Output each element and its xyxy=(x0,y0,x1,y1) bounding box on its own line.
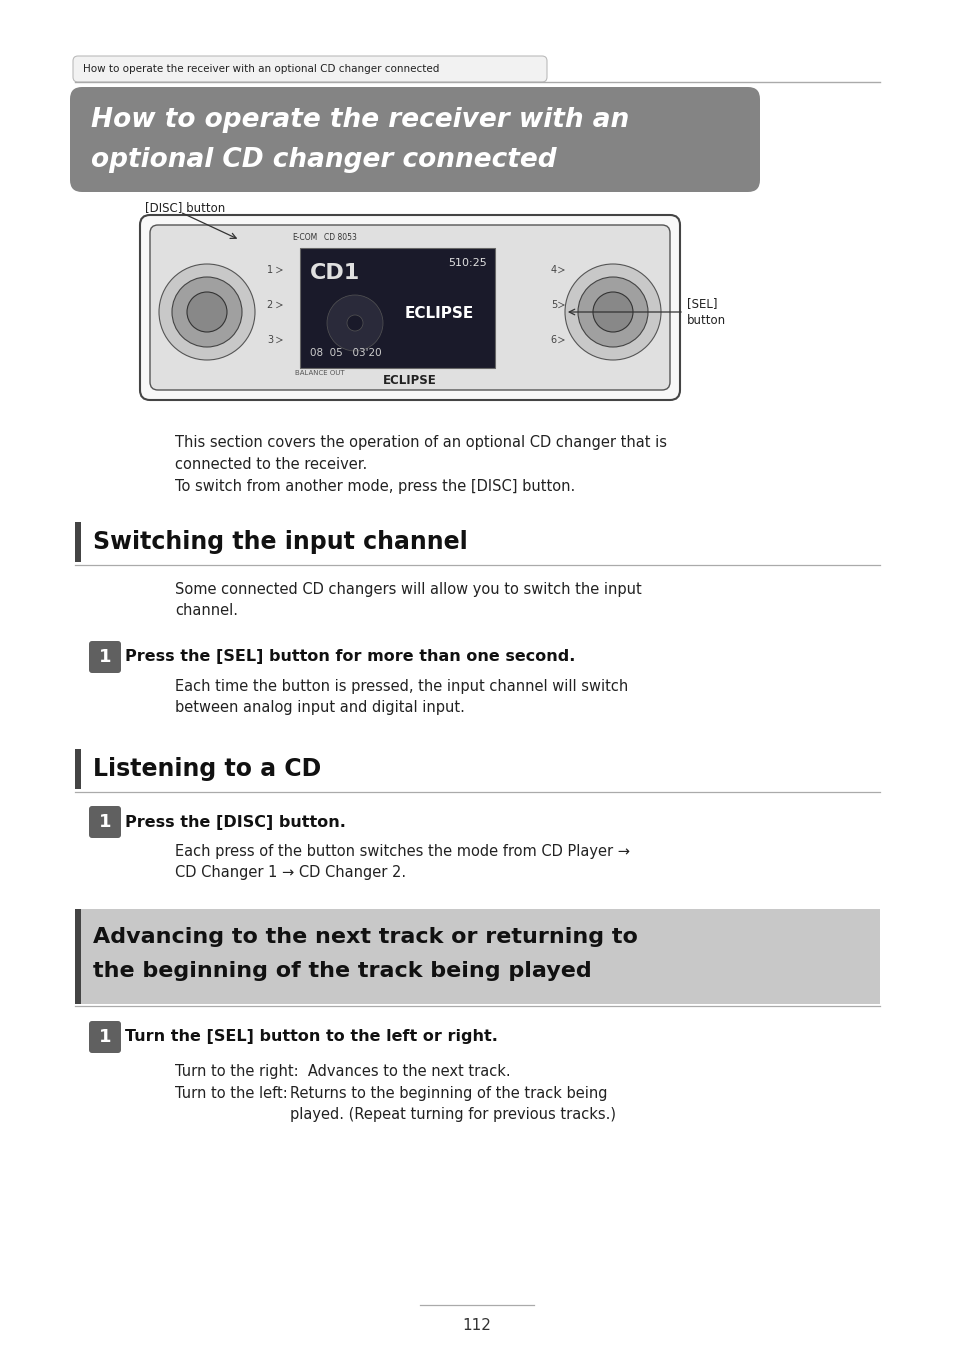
FancyBboxPatch shape xyxy=(89,806,121,837)
Circle shape xyxy=(347,314,363,331)
Text: 3: 3 xyxy=(267,335,273,346)
Circle shape xyxy=(327,295,382,351)
Text: Each time the button is pressed, the input channel will switch: Each time the button is pressed, the inp… xyxy=(174,679,628,694)
Text: 08  05   03'20: 08 05 03'20 xyxy=(310,348,381,358)
Bar xyxy=(75,749,81,789)
Text: Each press of the button switches the mode from CD Player →: Each press of the button switches the mo… xyxy=(174,844,629,859)
Text: Advancing to the next track or returning to: Advancing to the next track or returning… xyxy=(92,927,638,947)
Text: 1: 1 xyxy=(99,1028,112,1046)
Bar xyxy=(75,909,81,1004)
Bar xyxy=(299,248,495,369)
Circle shape xyxy=(578,276,647,347)
Text: between analog input and digital input.: between analog input and digital input. xyxy=(174,701,464,715)
Text: [SEL]: [SEL] xyxy=(686,298,717,310)
Text: Press the [DISC] button.: Press the [DISC] button. xyxy=(125,814,346,829)
Text: BALANCE OUT: BALANCE OUT xyxy=(294,370,344,375)
FancyBboxPatch shape xyxy=(89,1022,121,1053)
Text: This section covers the operation of an optional CD changer that is: This section covers the operation of an … xyxy=(174,435,666,450)
Text: 6: 6 xyxy=(550,335,557,346)
FancyBboxPatch shape xyxy=(73,56,546,83)
Text: Switching the input channel: Switching the input channel xyxy=(92,530,467,554)
Text: 1: 1 xyxy=(267,266,273,275)
Text: CD Changer 1 → CD Changer 2.: CD Changer 1 → CD Changer 2. xyxy=(174,864,406,879)
Circle shape xyxy=(159,264,254,360)
Text: Some connected CD changers will allow you to switch the input: Some connected CD changers will allow yo… xyxy=(174,583,641,598)
Text: Turn to the left:: Turn to the left: xyxy=(174,1085,288,1102)
FancyBboxPatch shape xyxy=(150,225,669,390)
Circle shape xyxy=(172,276,242,347)
Text: 5: 5 xyxy=(550,299,557,310)
Text: Listening to a CD: Listening to a CD xyxy=(92,757,321,780)
Text: 4: 4 xyxy=(550,266,557,275)
Circle shape xyxy=(564,264,660,360)
Text: played. (Repeat turning for previous tracks.): played. (Repeat turning for previous tra… xyxy=(290,1107,616,1122)
FancyBboxPatch shape xyxy=(70,87,760,192)
Text: Returns to the beginning of the track being: Returns to the beginning of the track be… xyxy=(290,1085,607,1102)
Circle shape xyxy=(187,291,227,332)
Text: [DISC] button: [DISC] button xyxy=(145,202,225,214)
Text: How to operate the receiver with an optional CD changer connected: How to operate the receiver with an opti… xyxy=(83,64,439,75)
Text: To switch from another mode, press the [DISC] button.: To switch from another mode, press the [… xyxy=(174,480,575,495)
Text: 112: 112 xyxy=(462,1317,491,1332)
Text: CD1: CD1 xyxy=(310,263,360,283)
Circle shape xyxy=(593,291,633,332)
Text: the beginning of the track being played: the beginning of the track being played xyxy=(92,961,591,981)
Text: optional CD changer connected: optional CD changer connected xyxy=(91,146,556,173)
Text: ECLIPSE: ECLIPSE xyxy=(405,305,474,321)
Text: 2: 2 xyxy=(267,299,273,310)
Text: button: button xyxy=(686,313,725,327)
FancyBboxPatch shape xyxy=(140,215,679,400)
Text: channel.: channel. xyxy=(174,603,237,618)
Text: CD 8053: CD 8053 xyxy=(323,233,356,243)
Text: 1: 1 xyxy=(99,648,112,667)
Text: 510:25: 510:25 xyxy=(448,257,486,268)
Text: ECLIPSE: ECLIPSE xyxy=(383,374,436,386)
Text: Press the [SEL] button for more than one second.: Press the [SEL] button for more than one… xyxy=(125,649,575,664)
Text: How to operate the receiver with an: How to operate the receiver with an xyxy=(91,107,629,133)
Text: connected to the receiver.: connected to the receiver. xyxy=(174,457,367,472)
FancyBboxPatch shape xyxy=(89,641,121,673)
Text: Turn the [SEL] button to the left or right.: Turn the [SEL] button to the left or rig… xyxy=(125,1030,497,1045)
Text: 1: 1 xyxy=(99,813,112,831)
Text: E-COM: E-COM xyxy=(292,233,317,243)
Bar xyxy=(75,909,879,1004)
Bar xyxy=(75,522,81,562)
Text: Turn to the right:  Advances to the next track.: Turn to the right: Advances to the next … xyxy=(174,1064,510,1079)
